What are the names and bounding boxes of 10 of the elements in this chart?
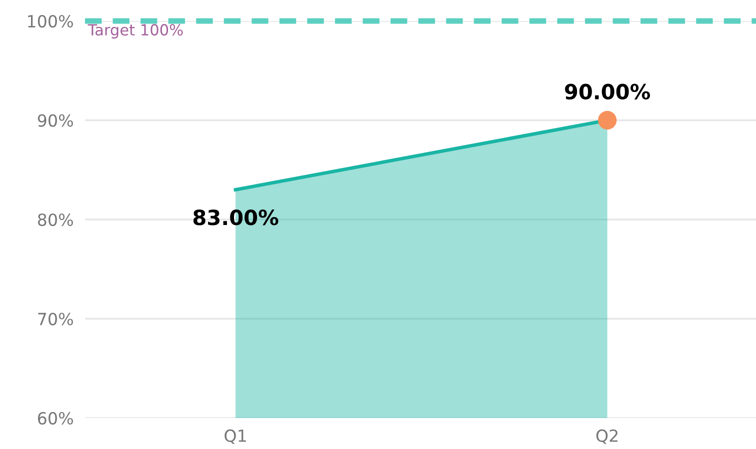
- data-label: 83.00%: [193, 210, 278, 226]
- x-tick-label: Q1: [224, 429, 246, 444]
- y-tick-label: 70%: [38, 312, 73, 326]
- data-label: 90.00%: [564, 84, 650, 100]
- x-tick-label: Q2: [596, 429, 618, 444]
- y-tick-label: 90%: [38, 114, 73, 127]
- ref-line-label: Target 100%: [88, 24, 183, 39]
- y-tick-label: 60%: [38, 412, 73, 425]
- y-tick-label: 80%: [38, 213, 73, 226]
- y-tick-label: 100%: [28, 14, 73, 28]
